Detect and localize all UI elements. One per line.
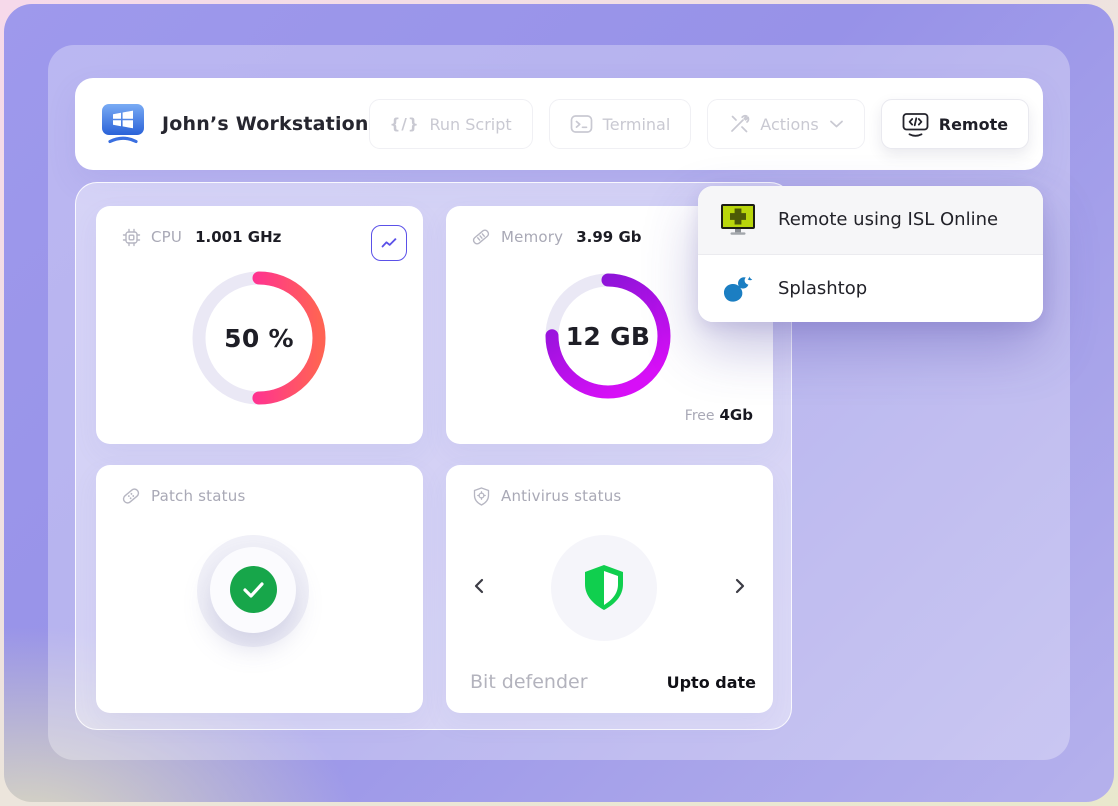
check-icon: [243, 582, 264, 598]
chevron-down-icon: [829, 119, 844, 129]
patch-card-header: Patch status: [120, 482, 245, 510]
prev-antivirus-button[interactable]: [468, 575, 490, 597]
page-title: John’s Workstation: [162, 113, 369, 135]
splashtop-label: Splashtop: [778, 277, 868, 299]
cpu-usage-value: 50 %: [224, 323, 294, 353]
run-script-button[interactable]: {/} Run Script: [368, 99, 533, 149]
isl-online-label: Remote using ISL Online: [778, 209, 999, 231]
menu-item-isl-online[interactable]: Remote using ISL Online: [698, 186, 1043, 255]
cpu-usage-gauge: 50 %: [184, 263, 334, 413]
ram-icon: [470, 226, 492, 248]
run-script-label: Run Script: [429, 114, 512, 134]
memory-card-header: Memory 3.99 Gb: [470, 223, 642, 251]
isl-online-icon: [720, 203, 756, 237]
memory-free-value: 4Gb: [719, 406, 754, 424]
remote-screen-icon: [902, 112, 929, 137]
cpu-card-header: CPU 1.001 GHz: [120, 223, 281, 251]
windows-device-icon: [100, 103, 146, 145]
patch-status-label: Patch status: [151, 487, 246, 505]
terminal-label: Terminal: [602, 114, 671, 134]
cpu-history-button[interactable]: [371, 225, 407, 261]
antivirus-product-name: Bit defender: [470, 671, 588, 693]
terminal-icon: [570, 113, 593, 135]
antivirus-status-badge: Upto date: [666, 673, 756, 692]
actions-button[interactable]: Actions: [707, 99, 865, 149]
cpu-chip-icon: [120, 226, 142, 248]
next-antivirus-button[interactable]: [729, 575, 751, 597]
antivirus-footer: Bit defender Upto date: [470, 671, 756, 693]
memory-used-value: 12 GB: [565, 321, 651, 351]
remote-label: Remote: [938, 114, 1009, 134]
menu-item-splashtop[interactable]: Splashtop: [698, 254, 1043, 322]
device-identity: John’s Workstation: [100, 103, 369, 145]
remote-dropdown-menu: Remote using ISL Online Splashtop: [698, 186, 1043, 322]
actions-label: Actions: [760, 114, 819, 134]
memory-total: 3.99 Gb: [576, 228, 642, 246]
chevron-left-icon: [474, 578, 484, 594]
splashtop-icon: [720, 271, 756, 305]
memory-usage-gauge: 12 GB: [533, 261, 683, 411]
header-actions: {/} Run Script Terminal: [368, 99, 1030, 149]
chevron-right-icon: [735, 578, 745, 594]
patch-ok-badge: [230, 566, 277, 613]
curly-script-icon: {/}: [389, 115, 420, 133]
patch-bandage-icon: [120, 485, 142, 507]
tools-icon: [728, 113, 750, 135]
metrics-panel: CPU 1.001 GHz: [75, 182, 792, 730]
memory-free: Free 4Gb: [685, 406, 753, 424]
antivirus-card-header: Antivirus status: [470, 482, 621, 510]
antivirus-status-card: Antivirus status Bit def: [446, 465, 773, 713]
cpu-label: CPU: [151, 228, 183, 246]
antivirus-shield-badge: [551, 535, 657, 641]
header-bar: John’s Workstation {/} Run Script Termin…: [75, 78, 1043, 170]
cpu-card: CPU 1.001 GHz: [96, 206, 423, 444]
antivirus-status-label: Antivirus status: [501, 487, 622, 505]
cpu-frequency: 1.001 GHz: [195, 228, 282, 246]
line-chart-icon: [381, 238, 397, 248]
patch-status-card: Patch status: [96, 465, 423, 713]
remote-button[interactable]: Remote: [880, 99, 1030, 149]
terminal-button[interactable]: Terminal: [548, 99, 692, 149]
memory-label: Memory: [501, 228, 564, 246]
memory-free-label: Free: [684, 408, 715, 424]
shield-virus-icon: [470, 485, 492, 507]
